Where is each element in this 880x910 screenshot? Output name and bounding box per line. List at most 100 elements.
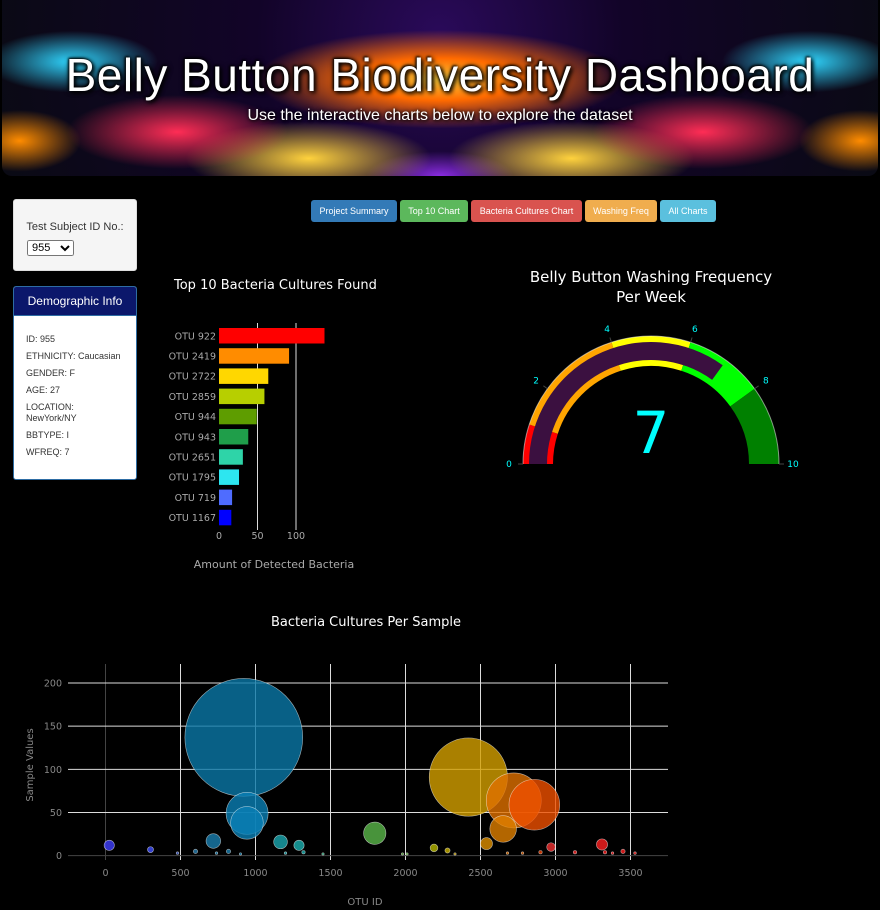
- bubble: [546, 842, 556, 852]
- subject-id-select[interactable]: 955: [27, 240, 74, 256]
- bubble: [283, 851, 288, 855]
- gauge-tick-label: 4: [604, 325, 610, 335]
- demographic-wfreq: WFREQ: 7: [26, 447, 70, 457]
- bar: [219, 328, 325, 344]
- bubble-x-tick-label: 3000: [543, 868, 567, 879]
- gauge-border: [522, 335, 780, 465]
- bubble-chart-y-label: Sample Values: [25, 728, 36, 801]
- gauge-title-line-1: Belly Button Washing Frequency: [530, 268, 772, 286]
- bubble: [301, 850, 306, 855]
- bubble-y-tick-label: 100: [44, 765, 62, 776]
- demographic-id: ID: 955: [26, 334, 56, 344]
- bubble: [226, 848, 231, 854]
- demographic-gender: GENDER: F: [26, 368, 76, 378]
- bubble: [230, 806, 264, 840]
- bubble: [293, 839, 305, 851]
- bar-category-label: OTU 922: [175, 331, 216, 342]
- gauge-tick-label: 2: [533, 377, 539, 387]
- bar-category-label: OTU 943: [175, 432, 216, 443]
- gauge-tick: [609, 337, 612, 343]
- bubble: [214, 851, 219, 855]
- gauge-tick-label: 0: [506, 460, 512, 470]
- bubble-y-tick-label: 200: [44, 678, 62, 689]
- demographic-panel-title: Demographic Info: [14, 287, 136, 316]
- bar: [219, 489, 233, 506]
- bar: [219, 368, 269, 384]
- page-title: Belly Button Biodiversity Dashboard: [65, 49, 815, 101]
- gauge-value-bar: [529, 342, 723, 464]
- gauge-tick: [543, 385, 548, 390]
- bubble: [633, 851, 637, 855]
- bubble-chart-points: [103, 678, 637, 856]
- bubble: [405, 852, 409, 856]
- bubble-x-tick-label: 2000: [393, 868, 417, 879]
- bubble: [505, 851, 510, 855]
- bar-x-tick-label: 50: [251, 531, 263, 542]
- bubble: [489, 815, 517, 843]
- bubble-chart-grid: [68, 664, 668, 860]
- demographic-age: AGE: 27: [26, 385, 61, 395]
- bubble: [193, 848, 198, 854]
- bar: [219, 388, 265, 405]
- bar-category-label: OTU 2419: [169, 351, 216, 362]
- bubble: [239, 852, 243, 856]
- bubble: [453, 852, 457, 856]
- bubble: [429, 843, 439, 853]
- bubble-y-tick-label: 0: [56, 851, 62, 862]
- bacteria-cultures-chart-button[interactable]: Bacteria Cultures Chart: [471, 200, 582, 222]
- bar-category-label: OTU 2722: [169, 372, 216, 383]
- bar: [219, 509, 232, 526]
- bubble: [520, 851, 525, 855]
- bar-chart-bars: [219, 328, 325, 526]
- demographic-info-body: ID: 955 ETHNICITY: Caucasian GENDER: F A…: [14, 316, 136, 458]
- demographic-bbtype: BBTYPE: I: [26, 430, 70, 440]
- subject-select-label: Test Subject ID No.:: [26, 221, 124, 233]
- demographic-panel: Demographic Info ID: 955 ETHNICITY: Cauc…: [13, 286, 137, 480]
- bar-category-label: OTU 719: [175, 493, 216, 504]
- bubble: [321, 852, 325, 856]
- bar: [219, 408, 257, 425]
- bubble-chart-x-label: OTU ID: [347, 897, 382, 908]
- bubble-x-tick-label: 500: [171, 868, 189, 879]
- bar-category-label: OTU 944: [175, 412, 216, 423]
- gauge-tick-label: 8: [763, 377, 769, 387]
- bubble: [538, 850, 543, 855]
- bar-category-label: OTU 1167: [169, 513, 216, 524]
- bubble: [602, 850, 608, 855]
- demographic-ethnicity: ETHNICITY: Caucasian: [26, 351, 121, 361]
- gauge-value: 7: [633, 399, 670, 467]
- subject-select-panel: Test Subject ID No.: 955: [13, 199, 137, 271]
- bubble: [175, 851, 180, 855]
- page-subtitle: Use the interactive charts below to expl…: [247, 107, 633, 124]
- bubble: [205, 833, 221, 849]
- gauge-tick-label: 10: [787, 460, 799, 470]
- top10-bar-chart: Top 10 Bacteria Cultures Found OTU 922OT…: [169, 278, 377, 571]
- gauge-tick: [754, 385, 759, 390]
- all-charts-button[interactable]: All Charts: [660, 200, 716, 222]
- bar: [219, 429, 249, 445]
- bubble: [184, 678, 304, 797]
- bubble: [572, 850, 578, 855]
- bubble-x-tick-label: 2500: [468, 868, 492, 879]
- project-summary-button[interactable]: Project Summary: [311, 200, 397, 222]
- bubble: [147, 846, 154, 853]
- bubble: [273, 834, 288, 850]
- bubble: [363, 821, 387, 845]
- bar-x-tick-label: 100: [287, 531, 305, 542]
- bubble-chart-title: Bacteria Cultures Per Sample: [271, 615, 461, 630]
- bar-category-label: OTU 2859: [169, 392, 216, 403]
- top-10-chart-button[interactable]: Top 10 Chart: [400, 200, 468, 222]
- bubble-chart-x-ticks: 0 500 1000 1500 2000 2500 3000 3500: [102, 868, 642, 879]
- bubble: [596, 838, 608, 851]
- bubble-y-tick-label: 50: [50, 808, 62, 819]
- washing-freq-button[interactable]: Washing Freq: [585, 200, 657, 222]
- washing-frequency-gauge: Belly Button Washing Frequency Per Week …: [506, 268, 799, 470]
- bar: [219, 469, 240, 485]
- bubble: [610, 851, 615, 855]
- header-banner: Belly Button Biodiversity Dashboard Use …: [2, 0, 878, 176]
- bar-chart-y-labels: OTU 922 OTU 2419 OTU 2722 OTU 2859 OTU 944 OT…: [169, 331, 216, 524]
- bubble-x-tick-label: 0: [102, 868, 108, 879]
- demographic-location: LOCATION: NewYork/NY: [26, 402, 77, 423]
- gauge-tick: [690, 337, 693, 343]
- gauge-step: [730, 388, 779, 464]
